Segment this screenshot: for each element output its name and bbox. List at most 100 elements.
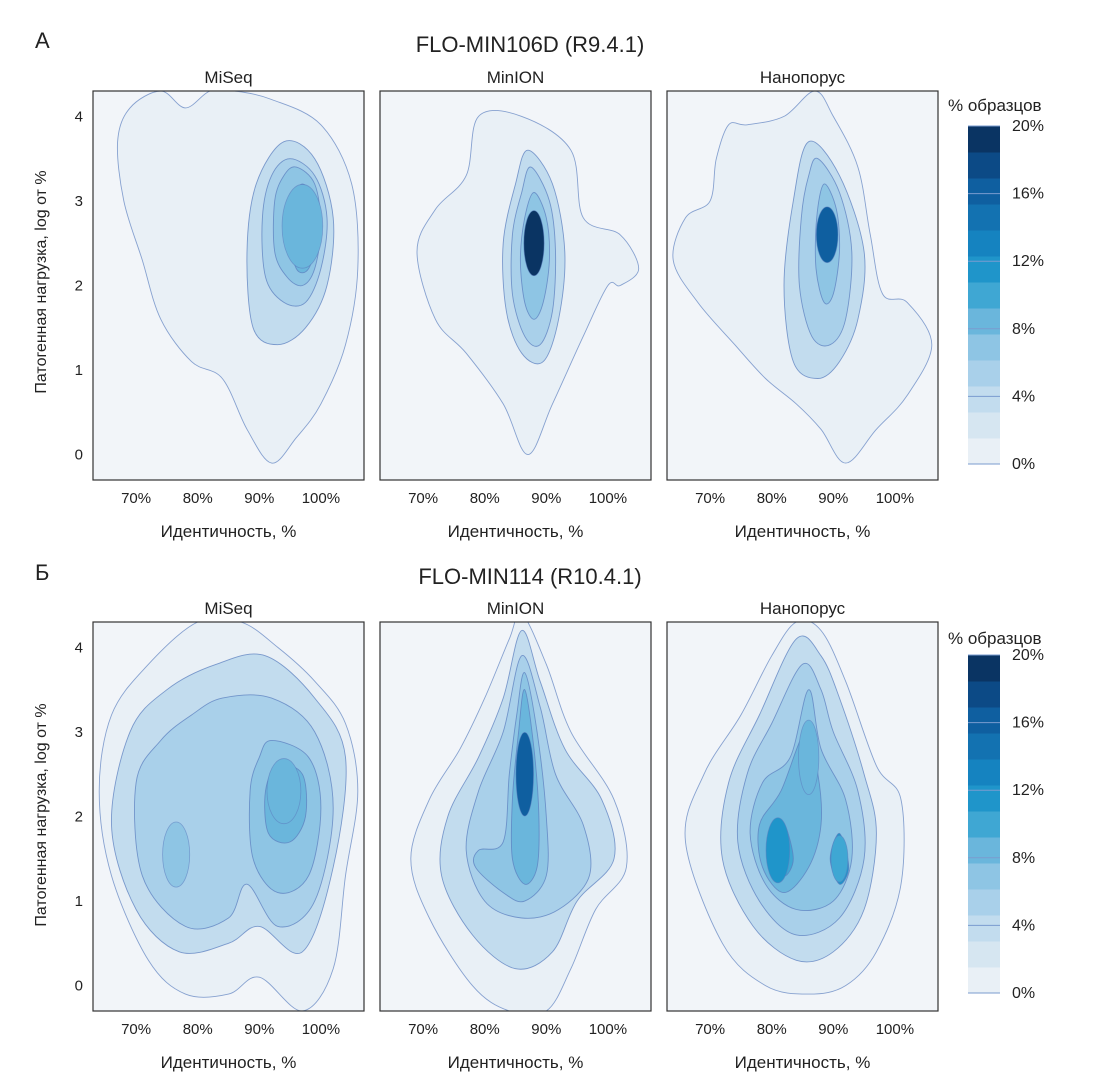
x-tick-label: 80% [183,1021,213,1038]
x-axis-label: Идентичность, % [735,522,871,541]
density-peak [765,817,791,884]
x-tick-label: 80% [470,1021,500,1038]
colorbar-tick-label: 16% [1012,186,1044,203]
colorbar-step [968,386,1000,413]
x-tick-label: 80% [757,1021,787,1038]
colorbar-tick-label: 20% [1012,647,1044,664]
plot-frame [379,90,652,481]
subplot-title: MinION [487,68,545,87]
y-tick-label: 0 [75,978,83,995]
x-tick-label: 90% [244,490,274,507]
colorbar-step [968,733,1000,760]
colorbar-tick-label: 16% [1012,715,1044,732]
panel-b-title: FLO-MIN114 (R10.4.1) [418,564,641,589]
colorbar-step [968,412,1000,439]
panel-b-y-axis-label: Патогенная нагрузка, log от % [33,703,50,926]
y-tick-label: 3 [75,724,83,741]
density-peak [830,835,849,883]
density-peak [281,184,324,269]
colorbar-tick-label: 12% [1012,782,1044,799]
colorbar-step [968,707,1000,734]
x-tick-label: 90% [818,1021,848,1038]
colorbar: 20% 16% 12% 8% 4% 0% [968,118,1044,473]
y-tick-label: 0 [75,447,83,464]
x-tick-label: 100% [589,490,627,507]
plot-frame [666,90,939,481]
density-peak [815,206,839,264]
colorbar-step [968,126,1000,153]
x-tick-label: 70% [695,490,725,507]
subplot-minion: MinION 70% 80% 90% 100% Идентичность, % [379,599,652,1072]
plot-frame [92,621,365,1012]
colorbar-step [968,785,1000,812]
colorbar-step [968,256,1000,283]
panel-a: А FLO-MIN106D (R9.4.1) Патогенная нагруз… [33,28,1044,541]
colorbar-step [968,837,1000,864]
density-contours [98,622,359,1011]
colorbar-step [968,655,1000,682]
subplot-title: MiSeq [204,68,252,87]
x-tick-label: 70% [695,1021,725,1038]
colorbar-tick-label: 0% [1012,456,1035,473]
colorbar-step [968,811,1000,838]
x-tick-label: 90% [244,1021,274,1038]
colorbar-step [968,438,1000,465]
density-contours [684,622,905,995]
x-tick-label: 70% [408,490,438,507]
density-contours [416,110,640,456]
colorbar-tick-label: 8% [1012,321,1035,338]
y-tick-label: 2 [75,278,83,295]
x-tick-label: 100% [302,1021,340,1038]
colorbar-step [968,889,1000,916]
x-tick-label: 100% [302,490,340,507]
panel-a-legend-title: % образцов [948,96,1042,115]
colorbar-tick-label: 0% [1012,985,1035,1002]
x-tick-label: 70% [121,490,151,507]
panel-a-y-axis-label: Патогенная нагрузка, log от % [33,170,50,393]
colorbar-step [968,941,1000,968]
panel-b: Б FLO-MIN114 (R10.4.1) Патогенная нагруз… [33,560,1044,1072]
x-tick-label: 100% [876,1021,914,1038]
x-tick-label: 70% [408,1021,438,1038]
x-tick-label: 80% [183,490,213,507]
x-axis-label: Идентичность, % [448,522,584,541]
colorbar-step [968,334,1000,361]
colorbar-step [968,152,1000,179]
x-axis-label: Идентичность, % [161,1053,297,1072]
panel-b-letter: Б [35,560,49,585]
colorbar-tick-label: 8% [1012,850,1035,867]
colorbar-tick-label: 4% [1012,388,1035,405]
subplot-title: MinION [487,599,545,618]
colorbar-tick-label: 12% [1012,253,1044,270]
x-tick-label: 70% [121,1021,151,1038]
y-tick-label: 2 [75,809,83,826]
subplot-нанопорус: Нанопорус 70% 80% 90% 100% Идентичность, % [666,68,939,541]
colorbar-step [968,308,1000,335]
x-tick-label: 100% [876,490,914,507]
subplot-miseq: MiSeq 70% 80% 90% 100% Идентичность, % 0 1 2 3 4 [75,68,365,541]
x-axis-label: Идентичность, % [448,1053,584,1072]
subplot-title: MiSeq [204,599,252,618]
panel-a-letter: А [35,28,50,53]
colorbar-step [968,178,1000,205]
colorbar-step [968,967,1000,994]
subplot-miseq: MiSeq 70% 80% 90% 100% Идентичность, % 0 1 2 3 4 [75,599,365,1072]
density-peak [162,821,191,888]
plot-frame [666,621,939,1012]
y-tick-label: 1 [75,893,83,910]
density-peak [515,731,534,817]
subplot-title: Нанопорус [760,68,846,87]
x-tick-label: 80% [470,490,500,507]
colorbar-step [968,360,1000,387]
density-contours [116,91,359,464]
colorbar-step [968,230,1000,257]
x-tick-label: 100% [589,1021,627,1038]
panel-b-legend-title: % образцов [948,629,1042,648]
colorbar-step [968,863,1000,890]
colorbar-step [968,282,1000,309]
density-contours [410,622,628,1011]
x-axis-label: Идентичность, % [735,1053,871,1072]
